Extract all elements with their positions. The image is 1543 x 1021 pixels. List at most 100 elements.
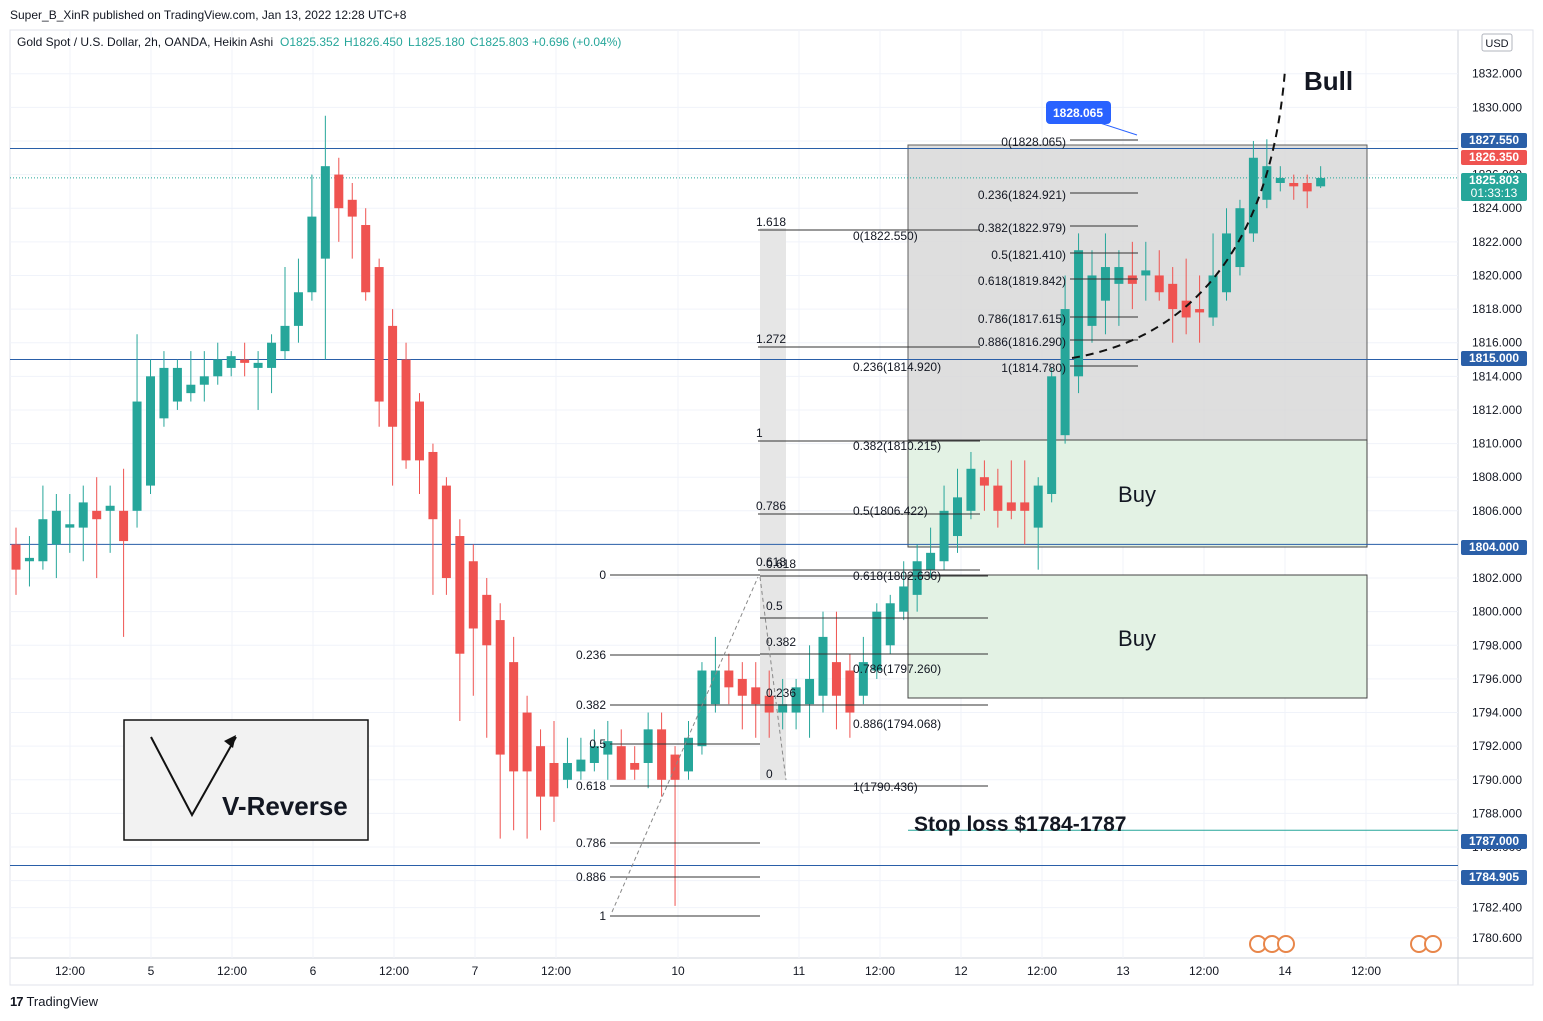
candle-body	[213, 359, 223, 377]
stop-loss-label: Stop loss $1784-1787	[914, 813, 1126, 836]
candle-body	[1248, 157, 1258, 234]
fib-retracement-d: 0(1822.550) 0.236(1814.920) 0.382(1810.215…	[853, 229, 941, 794]
candle-body	[818, 636, 828, 696]
candle-body	[1168, 283, 1178, 310]
candle-body	[1060, 309, 1070, 436]
candle-body	[401, 359, 411, 461]
candle-body	[65, 524, 75, 528]
price-label: 1825.803	[1469, 173, 1519, 187]
fib-a-label: 0.786	[576, 836, 606, 850]
candles	[11, 115, 1326, 906]
price-label-bg	[1461, 834, 1527, 849]
candle-body	[1127, 275, 1137, 284]
candle-body	[953, 497, 962, 537]
candle-body	[1302, 182, 1312, 192]
fib-d-label: 0.382(1810.215)	[853, 439, 941, 453]
candle-body	[1100, 267, 1110, 301]
candle-body	[751, 687, 761, 705]
price-label-bg	[1461, 351, 1527, 366]
candle-body	[361, 225, 371, 293]
candle-body	[38, 519, 48, 562]
v-reverse-arrowhead	[224, 735, 236, 748]
candle-body	[495, 620, 505, 755]
candle-body	[226, 356, 236, 368]
x-tick-label: 11	[793, 964, 806, 978]
y-tick-label: 1816.000	[1472, 336, 1522, 350]
x-tick-label: 12:00	[217, 964, 247, 978]
fib-e-label: 0.886(1816.290)	[978, 335, 1066, 349]
legend-close: C1825.803	[470, 35, 529, 49]
x-tick-label: 10	[671, 964, 685, 978]
y-tick-label: 1780.600	[1472, 931, 1522, 945]
candle-body	[562, 762, 572, 780]
price-label: 1815.000	[1469, 351, 1519, 365]
y-tick-label: 1802.000	[1472, 571, 1522, 585]
candle-body	[347, 199, 357, 217]
y-tick-label: 1824.000	[1472, 201, 1522, 215]
buy-zone-2	[907, 574, 1368, 699]
y-tick-label: 1792.000	[1472, 739, 1522, 753]
x-tick-label: 7	[472, 964, 479, 978]
currency-label: USD	[1485, 38, 1508, 50]
candle-body	[415, 401, 424, 461]
currency-badge	[1481, 33, 1513, 52]
candle-body	[1262, 166, 1272, 200]
candle-body	[186, 384, 196, 394]
candle-body	[1181, 300, 1191, 318]
candle-body	[293, 292, 303, 326]
candle-body	[536, 746, 546, 797]
y-tick-label: 1822.000	[1472, 235, 1522, 249]
fib-retracement-e: 0(1828.065) 0.236(1824.921) 0.382(1822.979…	[978, 135, 1138, 375]
y-tick-label: 1782.400	[1472, 901, 1522, 915]
candle-body	[199, 376, 209, 385]
legend-low: L1825.180	[408, 35, 465, 49]
fib-d-label: 0.886(1794.068)	[853, 717, 941, 731]
candle-body	[522, 712, 532, 772]
candle-body	[993, 485, 1003, 511]
candle-body	[778, 704, 788, 713]
x-tick-label: 5	[148, 964, 155, 978]
candle-body	[737, 678, 747, 696]
publisher-bar: Super_B_XinR published on TradingView.co…	[0, 0, 1543, 28]
candle-body	[253, 362, 263, 368]
economic-event-icon	[1277, 935, 1295, 953]
y-tick-label: 1788.000	[1472, 806, 1522, 820]
x-tick-label: 12:00	[379, 964, 409, 978]
x-tick-label: 12:00	[1351, 964, 1381, 978]
fib-d-label: 0.786(1797.260)	[853, 662, 941, 676]
fib-c-label: 1	[756, 426, 763, 440]
candle-body	[831, 662, 841, 696]
fib-a-label: 1	[599, 909, 606, 923]
price-label-bg	[1461, 173, 1527, 201]
fib-c-label: 1.618	[756, 215, 786, 229]
candle-body	[576, 759, 586, 772]
fib-e-label: 1(1814.780)	[1001, 361, 1066, 375]
candle-body	[51, 510, 61, 545]
x-tick-label: 12:00	[1189, 964, 1219, 978]
price-label: 1787.000	[1469, 834, 1519, 848]
candle-body	[441, 485, 451, 579]
candle-body	[132, 401, 142, 511]
candle-body	[1141, 270, 1151, 276]
candle-body	[589, 746, 599, 763]
buy-label-2: Buy	[1118, 626, 1156, 651]
fib-retracement-b: 0.618 0.5 0.382 0.236 0	[759, 557, 988, 787]
candle-body	[1316, 177, 1326, 187]
candle-body	[1087, 275, 1097, 326]
price-label: 1804.000	[1469, 540, 1519, 554]
y-tick-label: 1806.000	[1472, 504, 1522, 518]
candle-body	[966, 468, 976, 511]
candle-body	[643, 729, 653, 763]
candle-body	[428, 451, 438, 520]
high-badge-pointer	[1099, 122, 1138, 136]
candle-body	[1074, 250, 1084, 377]
candle-body	[482, 594, 492, 646]
price-label: 1827.550	[1469, 133, 1519, 147]
candle-body	[468, 561, 478, 629]
v-reverse-box	[123, 719, 369, 841]
candle-body	[92, 510, 102, 520]
x-tick-label: 6	[310, 964, 317, 978]
y-tick-label: 1820.000	[1472, 268, 1522, 282]
candle-body	[146, 376, 155, 486]
